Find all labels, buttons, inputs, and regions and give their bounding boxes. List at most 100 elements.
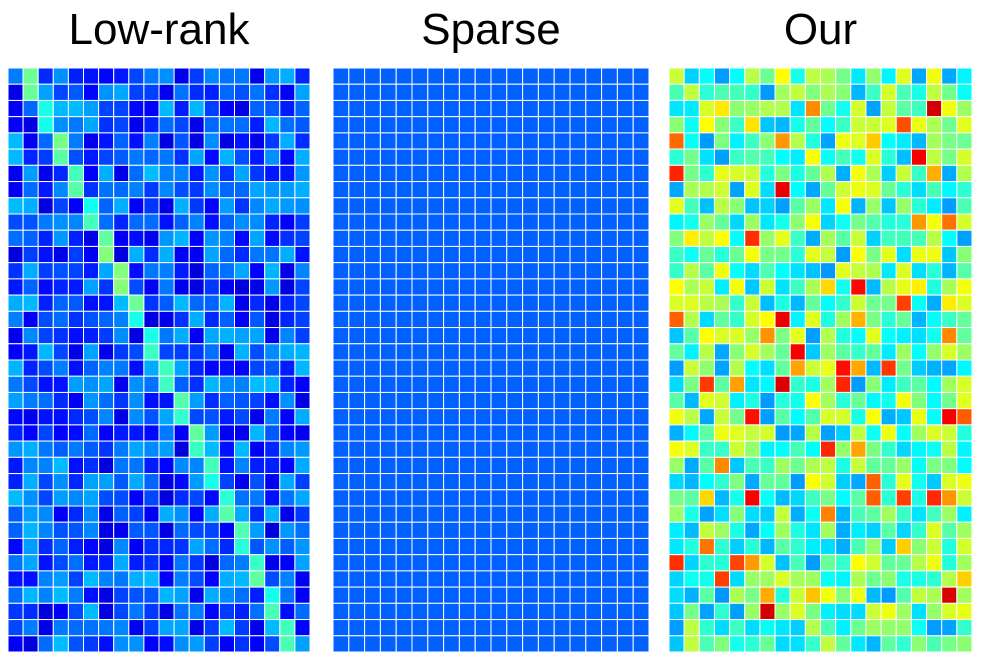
heatmap-cell xyxy=(37,619,54,637)
heatmap-cell xyxy=(158,635,175,652)
heatmap-cell xyxy=(188,619,205,637)
heatmap-cell xyxy=(67,570,85,588)
heatmap-cell xyxy=(249,213,266,231)
heatmap-cell xyxy=(427,278,445,296)
heatmap-cell xyxy=(279,635,296,652)
heatmap-cell xyxy=(395,570,413,588)
heatmap-cell xyxy=(553,116,571,134)
heatmap-cell xyxy=(173,505,190,523)
heatmap-cell xyxy=(113,164,130,183)
heatmap-cell xyxy=(804,554,822,572)
heatmap-cell xyxy=(585,310,603,329)
heatmap-cell xyxy=(537,99,555,118)
heatmap-cell xyxy=(98,327,115,345)
heatmap-cell xyxy=(522,586,539,604)
heatmap-cell xyxy=(926,245,943,264)
heatmap-cell xyxy=(789,440,806,458)
heatmap-cell xyxy=(804,489,822,507)
heatmap-cell xyxy=(411,343,429,361)
heatmap-cell xyxy=(759,570,776,588)
heatmap-cell xyxy=(173,99,190,118)
heatmap-cell xyxy=(83,164,100,183)
heatmap-cell xyxy=(83,440,100,458)
heatmap-cell xyxy=(474,294,492,312)
heatmap-cell xyxy=(774,408,791,426)
heatmap-cell xyxy=(713,602,731,621)
heatmap-cell xyxy=(249,99,266,118)
heatmap-cell xyxy=(333,83,350,101)
heatmap-cell xyxy=(537,197,555,215)
heatmap-cell xyxy=(910,359,928,377)
heatmap-cell xyxy=(729,99,746,118)
heatmap-cell xyxy=(395,391,413,410)
heatmap-cell xyxy=(553,440,571,458)
heatmap-cell xyxy=(956,635,972,652)
heatmap-cell xyxy=(522,489,539,507)
heatmap-cell xyxy=(774,359,791,377)
heatmap-cell xyxy=(956,359,972,377)
heatmap-cell xyxy=(249,619,266,637)
heatmap-cell xyxy=(865,505,882,523)
heatmap-cell xyxy=(143,245,160,264)
heatmap-cell xyxy=(395,521,413,539)
heatmap-cell xyxy=(759,148,776,166)
heatmap-cell xyxy=(158,83,175,101)
heatmap-cell xyxy=(835,570,852,588)
heatmap-cell xyxy=(601,635,618,652)
heatmap-cell xyxy=(910,554,928,572)
heatmap-cell xyxy=(683,359,700,377)
heatmap-cell xyxy=(158,619,175,637)
heatmap-cell xyxy=(506,262,524,280)
heatmap-cell xyxy=(348,602,366,621)
heatmap-cell xyxy=(880,586,897,604)
heatmap-cell xyxy=(218,132,235,150)
heatmap-cell xyxy=(774,310,791,329)
heatmap-cell xyxy=(294,164,310,183)
heatmap-cell xyxy=(22,554,39,572)
heatmap-cell xyxy=(616,619,634,637)
heatmap-cell xyxy=(379,164,397,183)
heatmap-cell xyxy=(294,262,310,280)
heatmap-cell xyxy=(774,586,791,604)
heatmap-cell xyxy=(713,132,731,150)
heatmap-cell xyxy=(294,197,310,215)
heatmap-cell xyxy=(364,68,381,85)
heatmap-cell xyxy=(158,148,175,166)
heatmap-cell xyxy=(820,229,837,247)
heatmap-cell xyxy=(683,505,700,523)
heatmap-cell xyxy=(458,375,476,393)
heatmap-cell xyxy=(188,132,205,150)
heatmap-cell xyxy=(22,359,39,377)
heatmap-cell xyxy=(759,635,776,652)
heatmap-cell xyxy=(926,278,943,296)
heatmap-cell xyxy=(98,148,115,166)
heatmap-cell xyxy=(698,391,715,410)
heatmap-cell xyxy=(443,554,460,572)
heatmap-cell xyxy=(458,116,476,134)
heatmap-cell xyxy=(926,570,943,588)
heatmap-cell xyxy=(67,408,85,426)
heatmap-cell xyxy=(348,310,366,329)
heatmap-cell xyxy=(458,602,476,621)
heatmap-cell xyxy=(173,294,190,312)
heatmap-cell xyxy=(22,327,39,345)
heatmap-cell xyxy=(601,391,618,410)
heatmap-cell xyxy=(173,278,190,296)
heatmap-cell xyxy=(348,424,366,442)
heatmap-cell xyxy=(333,181,350,199)
heatmap-cell xyxy=(411,521,429,539)
heatmap-cell xyxy=(910,245,928,264)
heatmap-cell xyxy=(632,408,649,426)
heatmap-cell xyxy=(173,213,190,231)
heatmap-cell xyxy=(279,537,296,556)
heatmap-cell xyxy=(956,537,972,556)
heatmap-cell xyxy=(490,99,508,118)
heatmap-cell xyxy=(729,359,746,377)
heatmap-cell xyxy=(411,99,429,118)
heatmap-cell xyxy=(395,181,413,199)
heatmap-cell xyxy=(698,229,715,247)
heatmap-cell xyxy=(143,554,160,572)
heatmap-cell xyxy=(348,245,366,264)
heatmap-cell xyxy=(22,310,39,329)
heatmap-cell xyxy=(52,68,69,85)
